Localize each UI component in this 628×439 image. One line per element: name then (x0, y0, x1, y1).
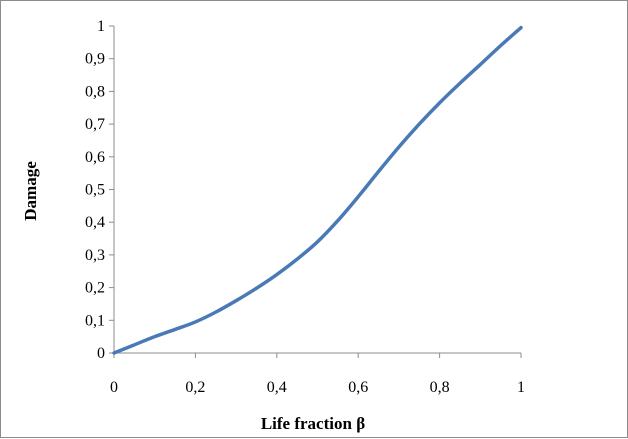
x-axis-title: Life fraction β (261, 414, 365, 433)
x-tick-label: 0,4 (267, 379, 287, 396)
x-tick-label: 0,6 (348, 379, 368, 396)
y-tick-label: 0,9 (85, 51, 105, 68)
x-tick-label: 0,2 (185, 379, 205, 396)
y-tick-label: 1 (97, 18, 105, 35)
y-tick-label: 0,4 (85, 214, 105, 231)
y-tick-label: 0,1 (85, 312, 105, 329)
y-tick-label: 0,3 (85, 247, 105, 264)
y-tick-label: 0 (97, 345, 105, 362)
series (112, 25, 523, 355)
axes (113, 26, 521, 354)
y-axis-title: Damage (21, 161, 40, 221)
ticks: 0 0,1 0,2 0,3 0,4 0,5 0,6 0,7 0,8 0,9 1 0 0,2 0,4 0,6 0… (85, 18, 525, 396)
y-tick-label: 0,6 (85, 149, 105, 166)
y-tick-label: 0,2 (85, 280, 105, 297)
y-tick-label: 0,8 (85, 83, 105, 100)
y-tick-label: 0,5 (85, 182, 105, 199)
y-tick-label: 0,7 (85, 116, 105, 133)
x-tick-label: 1 (517, 379, 525, 396)
x-tick-label: 0,8 (430, 379, 450, 396)
x-tick-label: 0 (110, 379, 118, 396)
series-line-0 (112, 25, 523, 355)
